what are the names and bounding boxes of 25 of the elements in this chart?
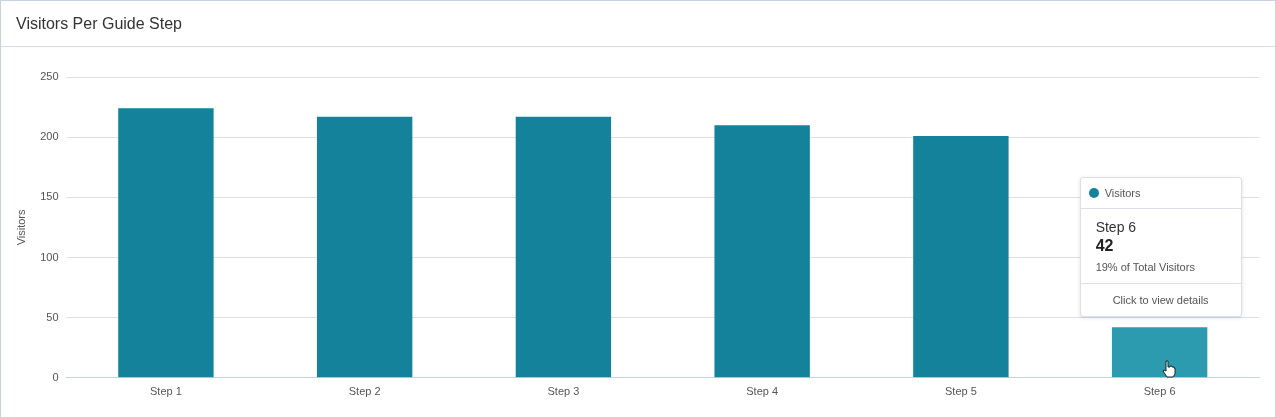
bar: [118, 108, 214, 378]
chart-title: Visitors Per Guide Step: [1, 1, 1275, 47]
bar: [515, 116, 612, 378]
y-tick-label: 0: [52, 370, 59, 383]
annotation: 42: [1095, 237, 1115, 256]
y-tick-label: 50: [46, 310, 59, 323]
x-tick-label: Step 5: [944, 385, 977, 398]
bar: [913, 135, 1009, 378]
bar: [316, 116, 413, 378]
annotation: 19% of Total Visitors: [1095, 261, 1196, 274]
x-tick-label: Step 4: [746, 385, 779, 398]
x-tick-label: Step 2: [348, 385, 381, 398]
bar: [714, 125, 810, 378]
y-axis-title: Visitors: [14, 208, 27, 246]
y-tick-label: 250: [40, 70, 59, 83]
x-tick-label: Step 6: [1143, 385, 1176, 398]
annotation: Step 6: [1095, 219, 1138, 236]
bar: [1111, 327, 1208, 378]
annotation: Click to view details: [1111, 293, 1210, 309]
x-tick-label: Step 1: [150, 385, 182, 398]
y-tick-label: 200: [40, 130, 59, 143]
x-tick-label: Step 3: [547, 385, 580, 398]
y-tick-label: 100: [40, 250, 59, 263]
y-tick-label: 150: [40, 190, 59, 203]
legend-label: Visitors: [1104, 187, 1141, 200]
